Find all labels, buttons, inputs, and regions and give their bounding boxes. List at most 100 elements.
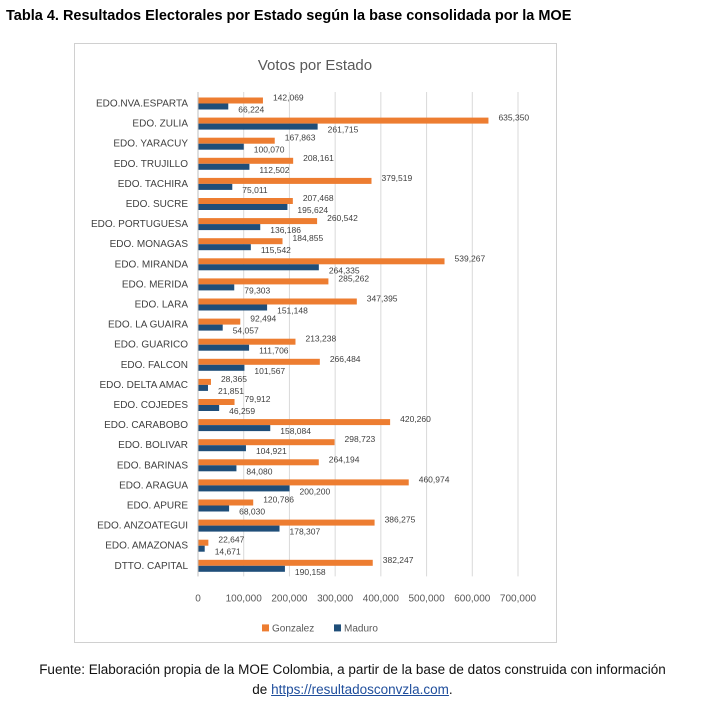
- bar-gonzalez: [198, 218, 318, 225]
- bar-maduro: [198, 204, 288, 210]
- data-label-maduro: 195,624: [297, 205, 328, 215]
- data-label-gonzalez: 460,974: [419, 474, 450, 484]
- bar-maduro: [198, 143, 244, 150]
- bar-gonzalez: [198, 499, 254, 506]
- bar-gonzalez: [198, 539, 209, 546]
- bar-maduro: [198, 123, 318, 130]
- bar-gonzalez: [198, 399, 235, 405]
- bar-gonzalez: [198, 298, 357, 305]
- data-label-maduro: 75,011: [242, 185, 268, 195]
- data-label-gonzalez: 298,723: [345, 434, 376, 444]
- bar-gonzalez: [198, 439, 335, 446]
- bar-gonzalez: [198, 258, 445, 265]
- data-label-gonzalez: 142,069: [273, 93, 304, 103]
- x-tick-label: 600,000: [454, 593, 491, 604]
- legend-label-gonzalez: Gonzalez: [272, 623, 314, 634]
- bar-maduro: [198, 565, 285, 572]
- data-label-gonzalez: 347,395: [367, 294, 398, 304]
- data-label-maduro: 14,671: [215, 547, 241, 557]
- category-label: EDO. MERIDA: [122, 279, 188, 290]
- bar-gonzalez: [198, 97, 263, 104]
- source-caption: Fuente: Elaboración propia de la MOE Col…: [0, 660, 705, 700]
- bar-gonzalez: [198, 177, 372, 184]
- x-tick-label: 300,000: [317, 593, 354, 604]
- category-label: EDO. COJEDES: [114, 400, 189, 411]
- legend-label-maduro: Maduro: [344, 623, 378, 634]
- bar-maduro: [198, 465, 237, 472]
- caption-line-2: de https://resultadosconvzla.com.: [0, 680, 705, 700]
- document-title: Tabla 4. Resultados Electorales por Esta…: [6, 8, 572, 24]
- data-label-gonzalez: 285,262: [338, 273, 369, 283]
- data-label-gonzalez: 167,863: [285, 133, 316, 143]
- category-label: EDO. PORTUGUESA: [91, 219, 188, 230]
- bar-gonzalez: [198, 278, 329, 285]
- bar-gonzalez: [198, 519, 375, 526]
- bar-gonzalez: [198, 419, 391, 426]
- data-label-gonzalez: 539,267: [455, 253, 486, 263]
- bar-maduro: [198, 284, 235, 291]
- x-tick-label: 500,000: [408, 593, 445, 604]
- category-label: EDO. CARABOBO: [104, 420, 188, 431]
- bar-gonzalez: [198, 559, 373, 566]
- data-label-maduro: 151,148: [277, 306, 308, 316]
- bar-maduro: [198, 103, 229, 110]
- bar-maduro: [198, 264, 319, 271]
- x-tick-label: 100,000: [226, 593, 263, 604]
- bar-maduro: [198, 505, 230, 512]
- category-label: EDO. DELTA AMAC: [99, 380, 188, 391]
- bar-maduro: [198, 163, 250, 170]
- data-label-maduro: 46,259: [229, 406, 255, 416]
- category-label: EDO.NVA.ESPARTA: [96, 99, 188, 110]
- source-link[interactable]: https://resultadosconvzla.com: [271, 682, 449, 697]
- bar-maduro: [198, 525, 280, 532]
- x-tick-label: 700,000: [500, 593, 537, 604]
- bar-maduro: [198, 545, 205, 552]
- data-label-maduro: 190,158: [295, 567, 326, 577]
- data-label-gonzalez: 28,365: [221, 374, 247, 384]
- bar-gonzalez: [198, 117, 489, 124]
- category-label: EDO. TRUJILLO: [114, 159, 188, 170]
- x-tick-label: 200,000: [271, 593, 308, 604]
- bar-gonzalez: [198, 238, 283, 245]
- bar-gonzalez: [198, 378, 211, 385]
- data-label-gonzalez: 420,260: [400, 414, 431, 424]
- bar-maduro: [198, 445, 246, 452]
- bar-gonzalez: [198, 137, 275, 144]
- bar-maduro: [198, 364, 245, 371]
- data-label-gonzalez: 208,161: [303, 153, 334, 163]
- data-label-gonzalez: 386,275: [385, 515, 416, 525]
- category-label: EDO. APURE: [127, 501, 188, 512]
- bar-maduro: [198, 224, 261, 231]
- data-label-gonzalez: 260,542: [327, 213, 358, 223]
- bar-gonzalez: [198, 198, 293, 204]
- category-label: EDO. LA GUAIRA: [108, 320, 188, 331]
- data-label-maduro: 136,186: [270, 225, 301, 235]
- data-label-maduro: 104,921: [256, 446, 287, 456]
- bar-maduro: [198, 425, 271, 432]
- data-label-gonzalez: 79,912: [245, 394, 271, 404]
- bar-gonzalez: [198, 318, 241, 325]
- bar-maduro: [198, 244, 251, 251]
- data-label-gonzalez: 92,494: [250, 314, 276, 324]
- bar-gonzalez: [198, 479, 409, 486]
- data-label-maduro: 112,502: [259, 165, 289, 175]
- category-label: EDO. AMAZONAS: [105, 541, 188, 552]
- category-label: EDO. MIRANDA: [115, 259, 189, 270]
- data-label-gonzalez: 264,194: [329, 454, 360, 464]
- caption-prefix: de: [252, 682, 272, 697]
- data-label-maduro: 100,070: [254, 145, 285, 155]
- category-label: EDO. FALCON: [121, 360, 188, 371]
- data-label-gonzalez: 120,786: [263, 495, 294, 505]
- data-label-maduro: 261,715: [328, 125, 359, 135]
- chart-title: Votos por Estado: [258, 57, 372, 74]
- category-label: EDO. BARINAS: [117, 460, 188, 471]
- data-label-gonzalez: 635,350: [498, 113, 529, 123]
- bar-maduro: [198, 324, 223, 331]
- caption-line-1: Fuente: Elaboración propia de la MOE Col…: [39, 662, 666, 677]
- bar-maduro: [198, 183, 233, 190]
- bar-gonzalez: [198, 338, 296, 345]
- data-label-maduro: 115,542: [261, 245, 291, 255]
- bar-maduro: [198, 405, 220, 411]
- data-label-maduro: 66,224: [238, 105, 264, 115]
- chart-container: Votos por Estado 0 100,000 200,000 300,000 40…: [74, 43, 557, 643]
